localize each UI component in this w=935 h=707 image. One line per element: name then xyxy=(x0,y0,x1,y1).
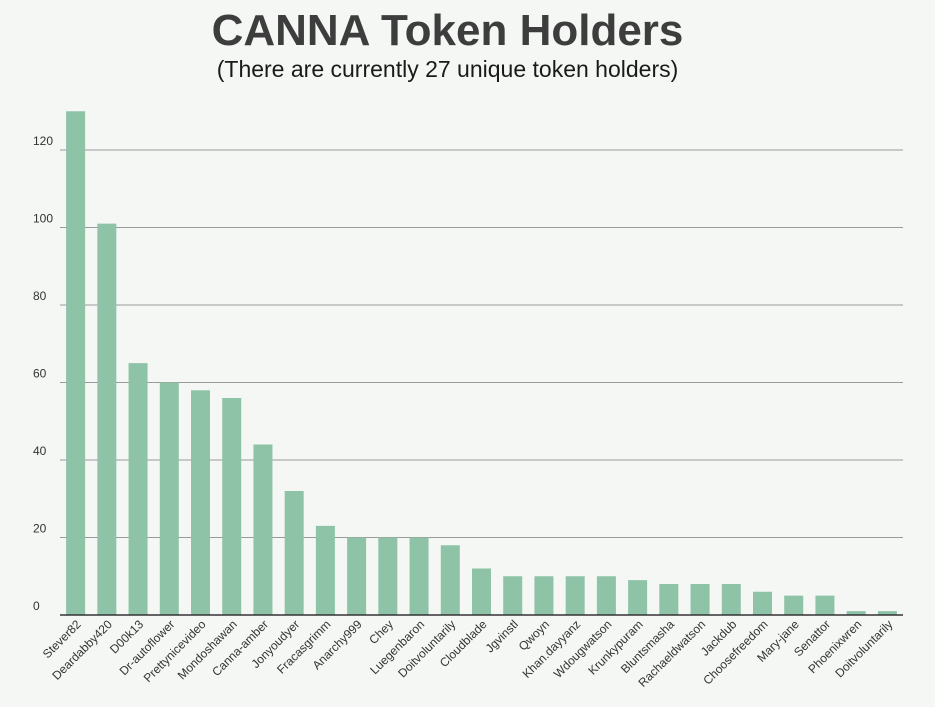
bar xyxy=(846,611,866,615)
bar xyxy=(690,584,710,615)
bar xyxy=(659,584,679,615)
y-tick-label: 60 xyxy=(33,367,47,381)
bar xyxy=(784,595,804,615)
bar xyxy=(596,576,616,615)
bar xyxy=(253,444,273,615)
bar xyxy=(347,537,367,615)
bar xyxy=(815,595,835,615)
bar xyxy=(877,611,897,615)
bar xyxy=(440,545,460,615)
bars xyxy=(66,111,897,615)
bar xyxy=(721,584,741,615)
chart-subtitle: (There are currently 27 unique token hol… xyxy=(216,56,679,82)
chart-title: CANNA Token Holders xyxy=(211,6,684,55)
bar xyxy=(503,576,523,615)
bar xyxy=(378,537,398,615)
x-tick-label: Jgvinstl xyxy=(483,617,521,655)
bar xyxy=(409,537,429,615)
bar xyxy=(534,576,554,615)
gridlines xyxy=(60,149,903,538)
bar xyxy=(284,491,304,615)
y-tick-label: 80 xyxy=(33,289,47,303)
bar xyxy=(753,591,772,615)
bar xyxy=(315,525,335,615)
x-axis-labels: Stever82Deardabby420D00k13Dr-autoflowerP… xyxy=(40,617,896,690)
bar xyxy=(159,382,179,615)
bar xyxy=(222,398,242,615)
y-tick-label: 100 xyxy=(33,212,53,226)
bar xyxy=(66,111,86,615)
bar xyxy=(565,576,585,615)
bar xyxy=(97,223,117,615)
y-tick-label: 120 xyxy=(33,134,53,148)
bar xyxy=(191,390,210,615)
y-axis-ticks: 0 20 40 60 80 100 120 xyxy=(33,134,53,613)
y-tick-label: 40 xyxy=(33,444,47,458)
bar xyxy=(628,580,648,615)
bar xyxy=(472,568,491,615)
bar xyxy=(128,363,148,615)
y-tick-label: 0 xyxy=(33,599,40,613)
y-tick-label: 20 xyxy=(33,522,47,536)
